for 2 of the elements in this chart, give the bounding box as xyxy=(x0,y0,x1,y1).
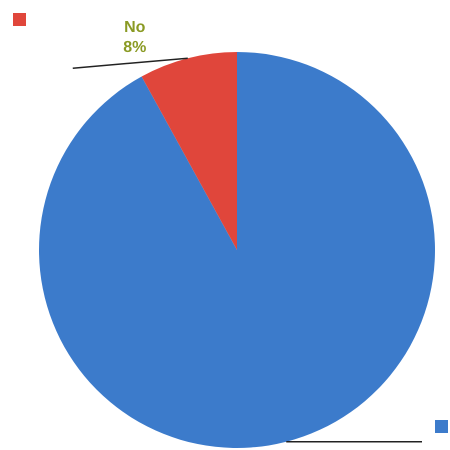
data-label: 8% xyxy=(123,39,146,56)
slice-label: No xyxy=(124,19,146,36)
